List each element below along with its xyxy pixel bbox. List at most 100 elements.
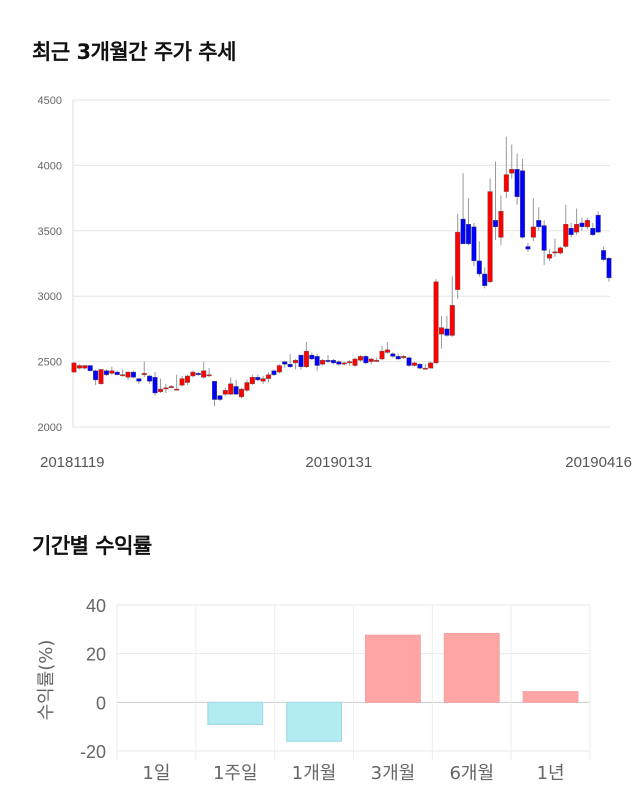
x-tick-label: 3개월 bbox=[371, 763, 416, 784]
candle bbox=[222, 387, 228, 396]
candle-body bbox=[341, 362, 347, 365]
candle bbox=[298, 354, 304, 370]
x-tick-label: 1년 bbox=[537, 763, 565, 784]
candle bbox=[103, 369, 109, 376]
candle bbox=[239, 387, 245, 399]
candle-body bbox=[201, 370, 207, 378]
candle-body bbox=[417, 364, 423, 369]
candle-body bbox=[487, 191, 493, 283]
candle-body bbox=[233, 386, 239, 395]
candle-body bbox=[147, 375, 153, 382]
candle-body bbox=[476, 260, 482, 275]
candle bbox=[493, 161, 499, 240]
candle bbox=[71, 362, 77, 373]
y-tick-label: 4000 bbox=[38, 160, 62, 172]
candle-body bbox=[179, 378, 185, 386]
candle-body bbox=[460, 218, 466, 245]
candle bbox=[179, 375, 185, 387]
candle bbox=[406, 356, 412, 367]
candle-body bbox=[525, 246, 531, 250]
candle-body bbox=[249, 377, 255, 385]
candle-body bbox=[471, 226, 477, 262]
y-tick-label: 40 bbox=[86, 596, 106, 616]
x-tick-label: 20181119 bbox=[40, 454, 105, 471]
candle bbox=[98, 368, 104, 385]
candle bbox=[384, 341, 390, 354]
candle-body bbox=[76, 365, 82, 369]
y-tick-label: 0 bbox=[96, 693, 106, 713]
candle-body bbox=[444, 328, 450, 336]
candle bbox=[557, 246, 563, 255]
candle-body bbox=[152, 377, 158, 394]
candle-body bbox=[547, 254, 553, 259]
candle bbox=[303, 341, 309, 369]
candle-body bbox=[541, 225, 547, 251]
candle bbox=[433, 279, 439, 365]
candle bbox=[503, 136, 509, 199]
candle-body bbox=[568, 227, 574, 235]
x-tick-label: 1일 bbox=[142, 763, 170, 784]
candle-body bbox=[184, 375, 190, 383]
candle bbox=[314, 353, 320, 371]
candle-body bbox=[390, 353, 396, 357]
candle bbox=[82, 364, 88, 370]
candle bbox=[174, 374, 180, 391]
candle bbox=[136, 377, 142, 384]
bar bbox=[286, 701, 342, 742]
candle bbox=[541, 220, 547, 265]
candle-body bbox=[374, 360, 380, 362]
candle bbox=[147, 374, 153, 384]
x-tick-label: 1개월 bbox=[292, 763, 337, 784]
candle bbox=[109, 366, 115, 375]
y-tick-label: 2000 bbox=[38, 422, 62, 434]
y-tick-label: 20 bbox=[86, 645, 106, 665]
candle bbox=[379, 345, 385, 361]
candle bbox=[601, 246, 607, 261]
candle-body bbox=[190, 371, 196, 377]
candle-body bbox=[401, 356, 407, 358]
candle bbox=[390, 352, 396, 358]
candle-body bbox=[298, 354, 304, 368]
price-trend-title: 최근 3개월간 주가 추세 bbox=[32, 40, 236, 64]
candle bbox=[244, 379, 250, 392]
candle-body bbox=[109, 370, 115, 374]
candle-body bbox=[379, 350, 385, 360]
candle bbox=[574, 208, 580, 235]
candle bbox=[233, 379, 239, 395]
candle bbox=[357, 355, 363, 362]
candle-body bbox=[157, 388, 163, 392]
candle bbox=[444, 315, 450, 337]
candle-body bbox=[514, 169, 520, 197]
candlestick-chart: 2000 2500 3000 3500 4000 4500 20181119 20190131… bbox=[38, 95, 632, 471]
candle-body bbox=[228, 383, 234, 395]
candle bbox=[341, 361, 347, 366]
candle bbox=[525, 242, 531, 252]
candle-body bbox=[411, 362, 417, 366]
candle-body bbox=[563, 224, 569, 247]
candle bbox=[190, 370, 196, 378]
candle bbox=[411, 361, 417, 367]
candle-body bbox=[352, 358, 358, 366]
candle-body bbox=[195, 373, 201, 375]
candle-body bbox=[574, 224, 580, 233]
period-return-title: 기간별 수익률 bbox=[32, 534, 152, 558]
y-tick-label: 3000 bbox=[38, 291, 62, 303]
candle-body bbox=[433, 281, 439, 364]
candle bbox=[347, 360, 353, 366]
candle-body bbox=[314, 356, 320, 366]
candle bbox=[325, 355, 331, 363]
candle bbox=[255, 374, 261, 382]
candle bbox=[152, 372, 158, 396]
candle bbox=[476, 241, 482, 277]
x-tick-label: 6개월 bbox=[449, 763, 494, 784]
candle-body bbox=[206, 374, 212, 377]
candle bbox=[536, 207, 542, 231]
candle bbox=[184, 374, 190, 386]
candle-body bbox=[168, 386, 174, 388]
candle-body bbox=[438, 327, 444, 335]
candle bbox=[276, 364, 282, 374]
candle-body bbox=[347, 361, 353, 364]
candle-body bbox=[303, 350, 309, 368]
candle bbox=[530, 198, 536, 242]
candle bbox=[282, 361, 288, 369]
